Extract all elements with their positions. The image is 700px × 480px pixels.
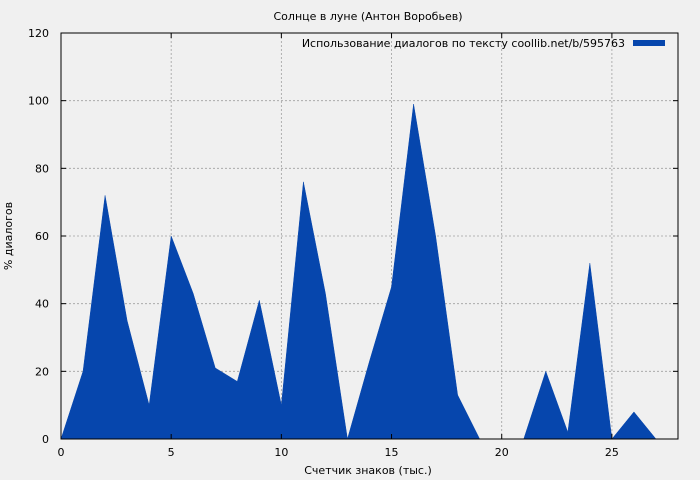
data-area	[60, 104, 657, 440]
x-tick-label: 5	[168, 446, 175, 459]
y-tick-label: 0	[42, 433, 49, 446]
y-axis-label: % диалогов	[2, 202, 15, 270]
x-tick-label: 10	[274, 446, 288, 459]
y-tick-label: 20	[35, 365, 49, 378]
legend: Использование диалогов по тексту coollib…	[302, 37, 665, 50]
y-tick-label: 60	[35, 230, 49, 243]
y-tick-label: 100	[28, 95, 49, 108]
y-tick-label: 40	[35, 298, 49, 311]
x-axis-label: Счетчик знаков (тыс.)	[304, 464, 432, 477]
axis-ticks: 0 5 10 15 20 25 0 20 40 60 80 100 120	[28, 27, 678, 459]
x-tick-label: 25	[605, 446, 619, 459]
series-area	[60, 104, 657, 440]
x-tick-label: 20	[495, 446, 509, 459]
legend-swatch	[633, 40, 665, 46]
x-tick-label: 0	[58, 446, 65, 459]
y-tick-label: 80	[35, 162, 49, 175]
legend-label: Использование диалогов по тексту coollib…	[302, 37, 625, 50]
y-tick-label: 120	[28, 27, 49, 40]
x-tick-label: 15	[385, 446, 399, 459]
chart-title: Солнце в луне (Антон Воробьев)	[274, 10, 463, 23]
